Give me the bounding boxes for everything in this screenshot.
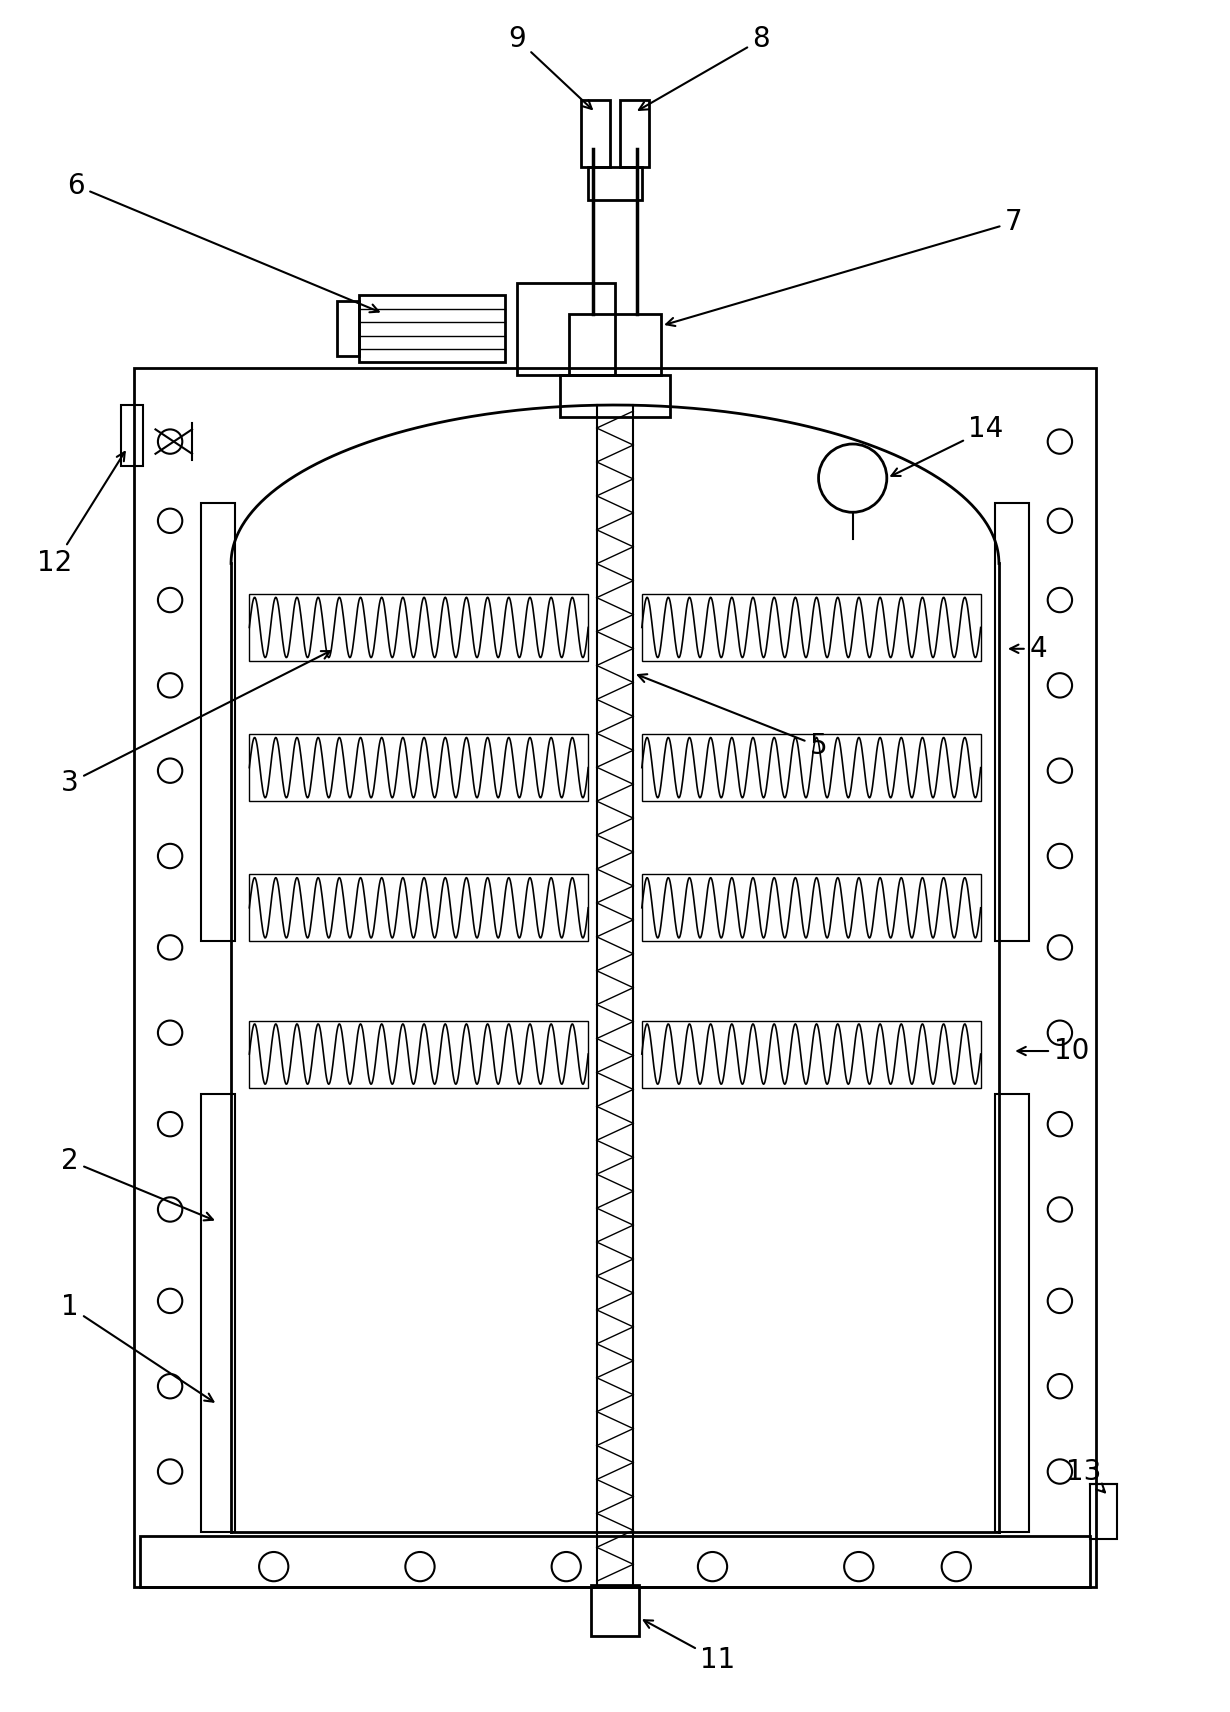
Bar	[359, 294, 506, 363]
Bar	[560, 375, 670, 418]
Bar	[642, 594, 980, 661]
Text: 9: 9	[509, 26, 592, 110]
Bar	[250, 594, 588, 661]
Bar	[200, 503, 235, 942]
Bar	[995, 1094, 1030, 1532]
Text: 4: 4	[1010, 635, 1047, 663]
Text: 10: 10	[1017, 1037, 1090, 1065]
Text: 8: 8	[638, 26, 770, 110]
Text: 7: 7	[667, 209, 1022, 325]
Text: 14: 14	[892, 416, 1004, 476]
Text: 5: 5	[638, 675, 828, 760]
Bar	[250, 734, 588, 801]
Bar	[337, 301, 359, 356]
Text: 3: 3	[62, 651, 330, 796]
Text: 1: 1	[62, 1293, 213, 1402]
Text: 6: 6	[68, 171, 379, 312]
Text: 13: 13	[1066, 1457, 1105, 1493]
Bar	[568, 313, 662, 375]
Text: 12: 12	[37, 452, 124, 577]
Bar	[250, 1020, 588, 1087]
Bar	[200, 1094, 235, 1532]
Bar	[620, 101, 649, 168]
Bar	[518, 282, 615, 375]
Bar	[995, 503, 1030, 942]
Bar	[642, 1020, 980, 1087]
Bar	[250, 875, 588, 942]
Bar	[590, 1585, 640, 1637]
Bar	[140, 1536, 1090, 1587]
Bar	[642, 875, 980, 942]
Bar	[588, 168, 642, 200]
Text: 11: 11	[643, 1620, 736, 1674]
Text: 2: 2	[62, 1147, 213, 1221]
Bar	[581, 101, 610, 168]
Bar	[122, 406, 143, 466]
Bar	[642, 734, 980, 801]
Bar	[1090, 1484, 1117, 1539]
Bar	[134, 368, 1096, 1587]
